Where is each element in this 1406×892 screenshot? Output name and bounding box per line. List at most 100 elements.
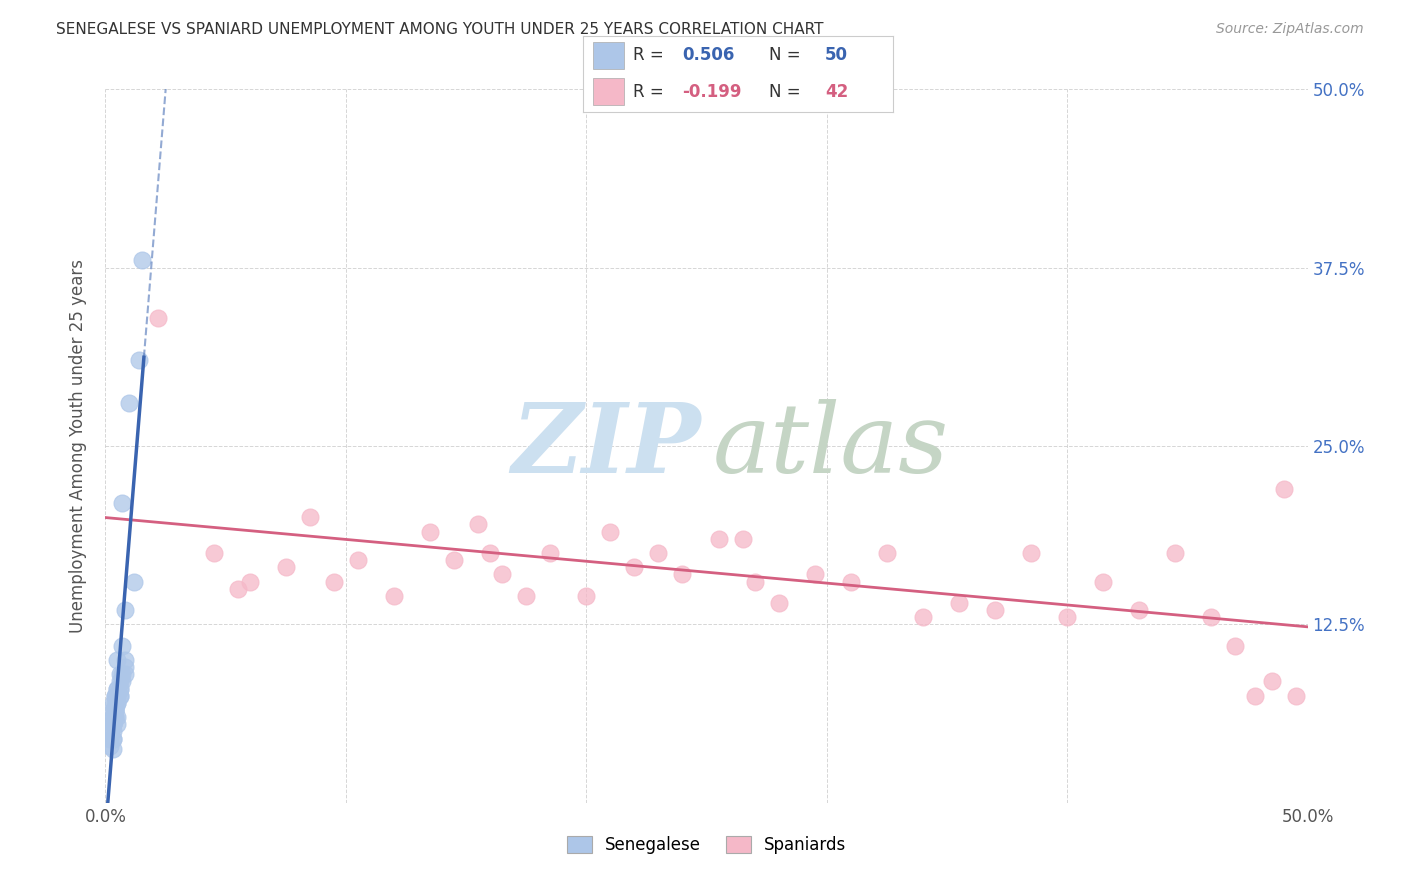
Point: [101, 703, 124, 717]
Text: 42: 42: [825, 83, 848, 101]
Point: [114, 660, 136, 674]
Point: [984, 603, 1007, 617]
Text: 0.506: 0.506: [682, 46, 735, 64]
Point: [107, 717, 129, 731]
Point: [1272, 482, 1295, 496]
Point: [104, 703, 127, 717]
Point: [575, 589, 598, 603]
Point: [104, 689, 127, 703]
Point: [108, 689, 131, 703]
Point: [491, 567, 513, 582]
Text: Source: ZipAtlas.com: Source: ZipAtlas.com: [1216, 22, 1364, 37]
Point: [101, 717, 124, 731]
Text: 50: 50: [825, 46, 848, 64]
Text: atlas: atlas: [713, 399, 949, 493]
Point: [114, 603, 136, 617]
Point: [839, 574, 862, 589]
Point: [101, 731, 124, 746]
Point: [768, 596, 790, 610]
Point: [104, 689, 127, 703]
Point: [114, 667, 136, 681]
Point: [111, 496, 134, 510]
Point: [226, 582, 249, 596]
FancyBboxPatch shape: [593, 78, 624, 105]
Text: N =: N =: [769, 46, 806, 64]
Point: [104, 703, 127, 717]
Point: [128, 353, 150, 368]
Point: [114, 653, 136, 667]
Point: [731, 532, 754, 546]
Point: [104, 703, 127, 717]
Text: R =: R =: [633, 46, 669, 64]
Point: [911, 610, 934, 624]
Point: [104, 696, 127, 710]
Point: [124, 574, 146, 589]
Point: [101, 724, 124, 739]
Point: [599, 524, 621, 539]
Point: [1164, 546, 1187, 560]
Point: [744, 574, 766, 589]
Point: [443, 553, 465, 567]
Point: [101, 710, 124, 724]
Point: [98, 739, 121, 753]
Point: [1201, 610, 1223, 624]
Point: [148, 310, 170, 325]
Point: [107, 689, 129, 703]
Point: [803, 567, 825, 582]
Point: [108, 667, 131, 681]
Text: SENEGALESE VS SPANIARD UNEMPLOYMENT AMONG YOUTH UNDER 25 YEARS CORRELATION CHART: SENEGALESE VS SPANIARD UNEMPLOYMENT AMON…: [56, 22, 824, 37]
Text: R =: R =: [633, 83, 669, 101]
Point: [118, 396, 141, 410]
Legend: Senegalese, Spaniards: Senegalese, Spaniards: [558, 828, 855, 863]
Point: [101, 717, 124, 731]
Point: [274, 560, 297, 574]
Point: [623, 560, 645, 574]
Point: [322, 574, 344, 589]
Text: ZIP: ZIP: [510, 399, 700, 493]
Point: [107, 710, 129, 724]
Point: [671, 567, 693, 582]
Point: [347, 553, 370, 567]
Point: [1243, 689, 1265, 703]
Point: [98, 724, 121, 739]
Point: [104, 703, 127, 717]
Point: [419, 524, 441, 539]
Point: [202, 546, 225, 560]
Point: [298, 510, 321, 524]
Point: [479, 546, 502, 560]
Point: [948, 596, 970, 610]
Point: [1019, 546, 1042, 560]
Point: [108, 681, 131, 696]
Y-axis label: Unemployment Among Youth under 25 years: Unemployment Among Youth under 25 years: [69, 259, 87, 633]
Point: [104, 710, 127, 724]
Point: [647, 546, 669, 560]
Point: [1128, 603, 1150, 617]
Point: [1056, 610, 1078, 624]
Point: [515, 589, 537, 603]
Point: [101, 741, 124, 756]
Point: [101, 717, 124, 731]
Point: [239, 574, 262, 589]
Point: [1225, 639, 1247, 653]
Point: [108, 689, 131, 703]
Point: [107, 681, 129, 696]
Point: [104, 710, 127, 724]
Point: [111, 667, 134, 681]
Point: [131, 253, 153, 268]
Point: [111, 674, 134, 689]
Point: [111, 639, 134, 653]
Text: -0.199: -0.199: [682, 83, 742, 101]
Point: [107, 696, 129, 710]
Point: [467, 517, 489, 532]
Point: [707, 532, 730, 546]
Point: [1092, 574, 1115, 589]
Point: [101, 696, 124, 710]
Text: N =: N =: [769, 83, 806, 101]
FancyBboxPatch shape: [593, 42, 624, 69]
Point: [108, 681, 131, 696]
Point: [101, 710, 124, 724]
Point: [107, 653, 129, 667]
Point: [1260, 674, 1282, 689]
Point: [101, 717, 124, 731]
Point: [101, 731, 124, 746]
